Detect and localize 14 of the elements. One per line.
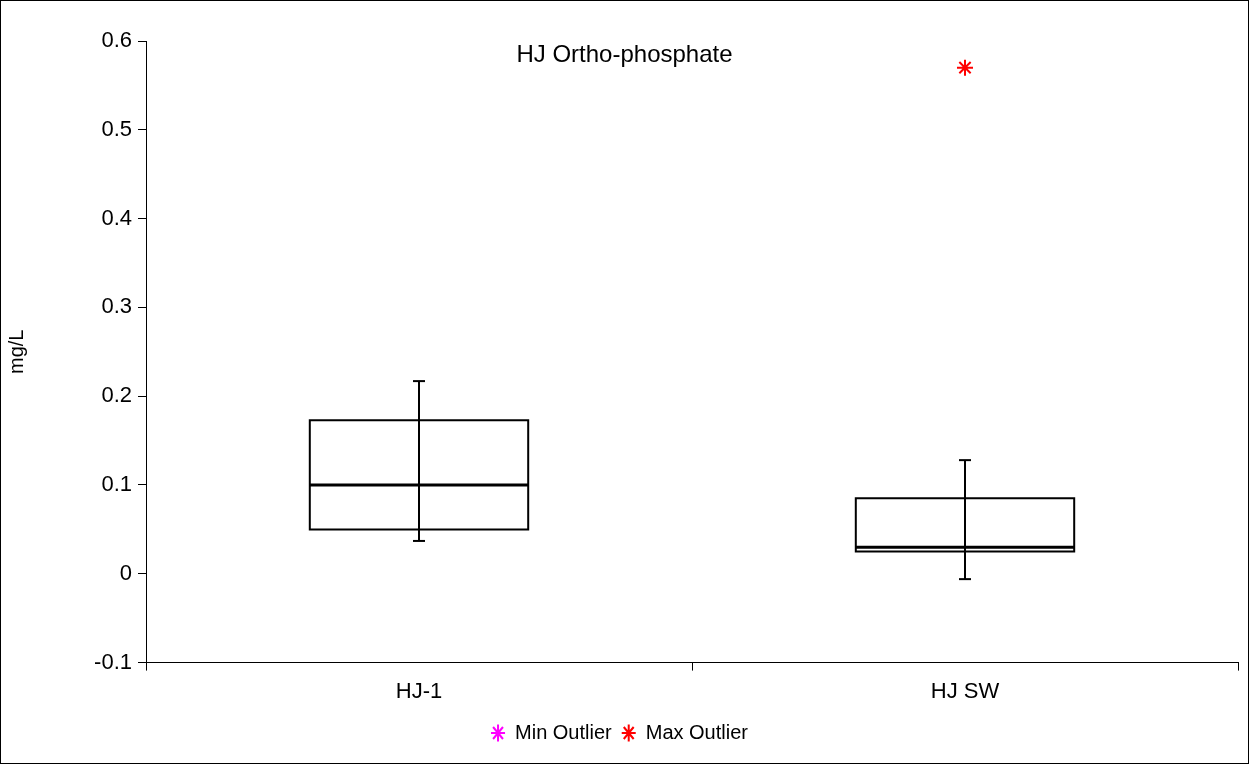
- y-tick-label: 0.1: [101, 471, 132, 497]
- y-tick-label: 0.3: [101, 293, 132, 319]
- y-tick-label: -0.1: [94, 648, 132, 674]
- legend-label: Min Outlier: [515, 720, 613, 743]
- y-tick-label: 0.5: [101, 115, 132, 141]
- legend-label: Max Outlier: [645, 720, 749, 743]
- y-axis-title: mg/L: [4, 329, 27, 375]
- y-tick-label: 0.6: [101, 27, 132, 53]
- y-tick-label: 0.2: [101, 382, 132, 408]
- x-tick-label: HJ-1: [395, 677, 443, 703]
- x-tick-label: HJ SW: [930, 677, 1000, 703]
- y-tick-label: 0: [119, 559, 132, 585]
- y-tick-label: 0.4: [101, 204, 132, 230]
- chart-title: HJ Ortho-phosphate: [516, 39, 733, 67]
